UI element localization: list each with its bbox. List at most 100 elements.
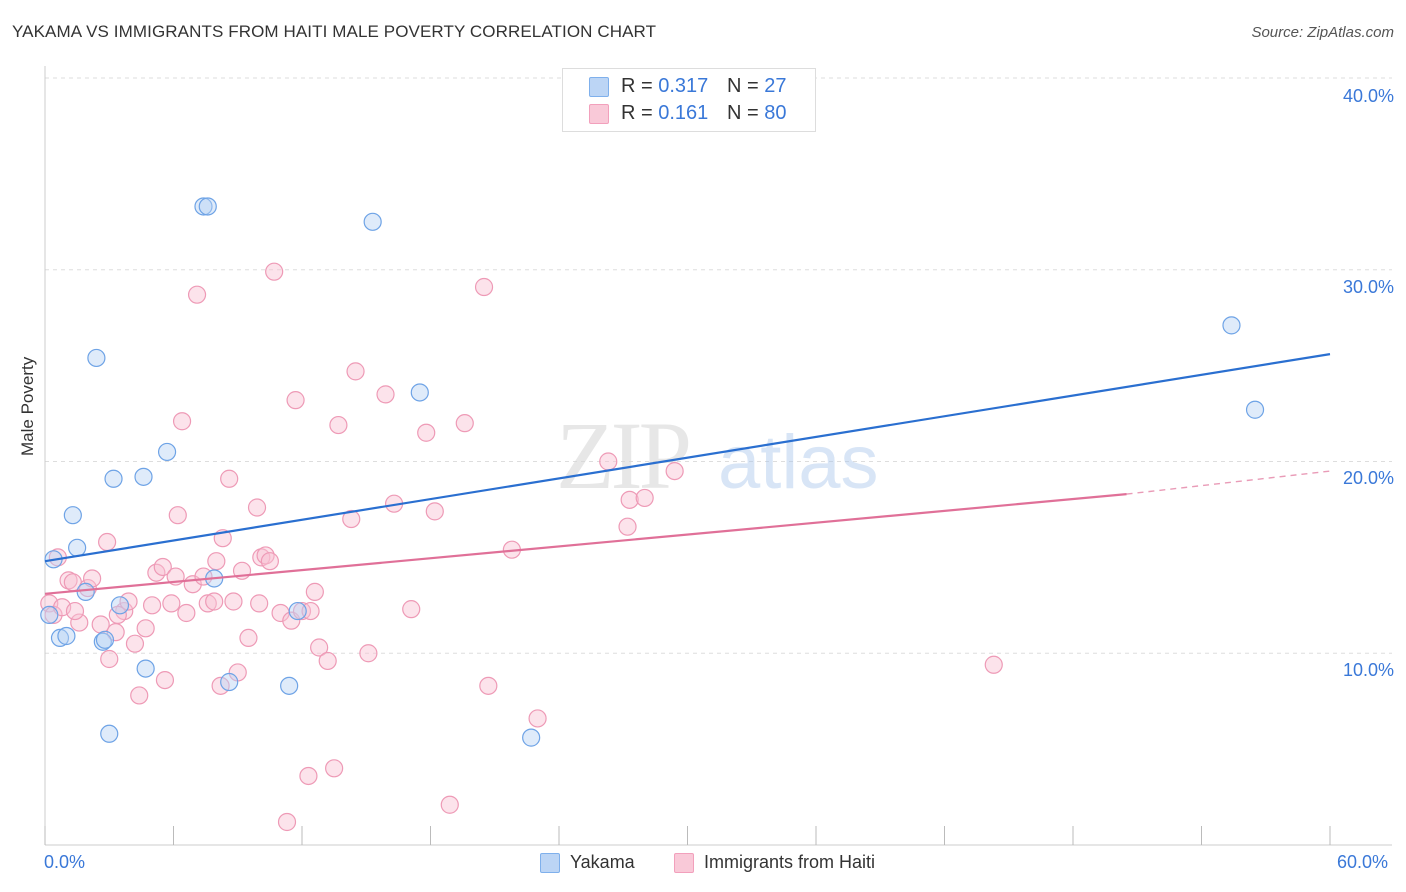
haiti-point [299, 766, 318, 786]
haiti-point [342, 509, 361, 529]
haiti-point [153, 557, 172, 577]
yakama-point [63, 506, 82, 525]
haiti-point [325, 759, 344, 778]
haiti-point [359, 644, 378, 663]
haiti-point [98, 532, 117, 552]
haiti-point [250, 594, 269, 613]
correlation-legend: R = 0.317 N = 27 R = 0.161 N = 80 [562, 68, 816, 132]
haiti-point [425, 502, 444, 521]
haiti-point [125, 634, 145, 653]
trend-line-haiti [44, 493, 1127, 595]
yakama-point [110, 596, 130, 615]
haiti-point [224, 592, 243, 611]
haiti-point [168, 506, 187, 525]
yakama-point [50, 628, 70, 648]
yakama-point [220, 672, 239, 692]
y-tick-30: 30.0% [1342, 277, 1394, 297]
yakama-point [87, 348, 106, 368]
yakama-point [68, 538, 87, 557]
trend-line-yakama [44, 353, 1331, 563]
haiti-point [620, 490, 639, 509]
yakama-point [1222, 316, 1241, 335]
haiti-point [119, 592, 138, 611]
n-value: 27 [764, 75, 787, 97]
haiti-point [618, 517, 637, 536]
yakama-point [136, 659, 155, 678]
haiti-point [455, 414, 474, 433]
source-credit: Source: ZipAtlas.com [1251, 24, 1394, 41]
gridlines [45, 77, 1392, 654]
haiti-point [301, 601, 320, 621]
y-tick-20: 20.0% [1342, 468, 1394, 488]
legend-label-yakama: Yakama [570, 852, 635, 872]
yakama-point [157, 442, 177, 462]
haiti-point [318, 651, 337, 671]
haiti-point [207, 552, 226, 571]
n-label: N = [727, 75, 759, 97]
haiti-point [528, 709, 547, 728]
haiti-point [599, 452, 618, 471]
haiti-point [155, 670, 175, 690]
r-value: 0.317 [658, 75, 709, 97]
haiti-point [635, 488, 654, 508]
r-label: R = [621, 102, 653, 124]
haiti-point [286, 391, 305, 410]
watermark-atlas: atlas [718, 420, 879, 505]
haiti-point [305, 582, 324, 601]
haiti-point [220, 469, 239, 488]
haiti-point [177, 603, 196, 623]
yakama-point [194, 197, 213, 216]
haiti-point [440, 795, 459, 814]
legend-swatch-yakama [540, 853, 560, 873]
y-tick-40: 40.0% [1342, 86, 1394, 106]
haiti-point [91, 615, 110, 634]
haiti-point [70, 613, 89, 632]
haiti-point [130, 686, 149, 705]
haiti-point [260, 552, 279, 571]
trend-line-haiti-extension [1126, 470, 1331, 495]
axes [44, 66, 1392, 846]
yakama-point [40, 605, 59, 625]
legend-swatch-haiti [589, 104, 609, 124]
yakama-point [1245, 400, 1265, 419]
n-label: N = [727, 102, 759, 124]
yakama-point [363, 212, 382, 231]
haiti-point [205, 592, 224, 611]
haiti-point [247, 498, 267, 517]
legend-label-haiti: Immigrants from Haiti [704, 852, 876, 872]
haiti-point [239, 628, 258, 648]
haiti-point [417, 423, 436, 442]
x-tick-60: 60.0% [1337, 852, 1389, 872]
haiti-point [187, 285, 207, 304]
yakama-point [410, 383, 429, 402]
yakama-point [288, 601, 307, 621]
trend-lines [44, 353, 1331, 595]
haiti-point [100, 649, 119, 669]
haiti-point [329, 415, 348, 435]
yakama-point [57, 626, 76, 646]
legend-swatch-yakama [589, 77, 609, 97]
haiti-point [136, 619, 155, 638]
yakama-point [104, 469, 123, 488]
haiti-point [479, 676, 498, 695]
haiti-point [984, 655, 1003, 674]
haiti-point [665, 461, 684, 481]
yakama-point [76, 582, 95, 601]
yakama-point [95, 630, 115, 649]
haiti-point [474, 277, 494, 297]
yakama-point [100, 724, 119, 743]
series-haiti-points [40, 262, 1003, 832]
yakama-point [280, 676, 299, 695]
yakama-point [198, 197, 217, 216]
yakama-point [522, 728, 541, 747]
chart-title: YAKAMA VS IMMIGRANTS FROM HAITI MALE POV… [12, 22, 657, 41]
legend-swatch-haiti [674, 853, 694, 873]
n-value: 80 [764, 102, 787, 124]
haiti-point [265, 262, 284, 281]
yakama-point [134, 467, 153, 486]
haiti-point [198, 594, 217, 613]
r-value: 0.161 [658, 102, 709, 124]
haiti-point [376, 385, 395, 404]
haiti-point [277, 812, 297, 832]
